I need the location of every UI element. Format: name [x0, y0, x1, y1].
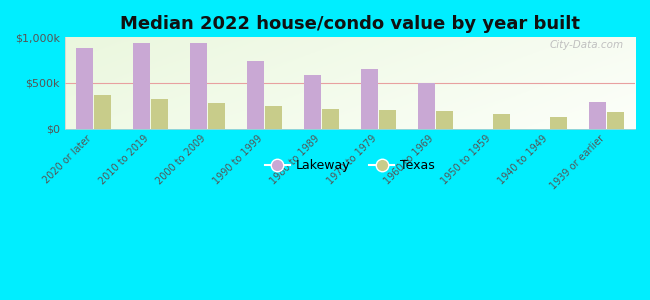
Bar	[607, 112, 624, 129]
Bar	[133, 43, 150, 129]
Bar	[589, 102, 606, 129]
Bar	[379, 110, 396, 129]
Text: City-Data.com: City-Data.com	[549, 40, 623, 50]
Bar	[322, 109, 339, 129]
Bar	[304, 75, 321, 129]
Bar	[493, 115, 510, 129]
Bar	[190, 43, 207, 129]
Bar	[151, 98, 168, 129]
Bar	[94, 95, 111, 129]
Bar	[436, 111, 453, 129]
Bar	[550, 117, 567, 129]
Bar	[208, 103, 225, 129]
Bar	[361, 69, 378, 129]
Bar	[247, 61, 264, 129]
Title: Median 2022 house/condo value by year built: Median 2022 house/condo value by year bu…	[120, 15, 580, 33]
Legend: Lakeway, Texas: Lakeway, Texas	[259, 154, 440, 177]
Bar	[418, 83, 435, 129]
Bar	[75, 48, 93, 129]
Bar	[265, 106, 282, 129]
